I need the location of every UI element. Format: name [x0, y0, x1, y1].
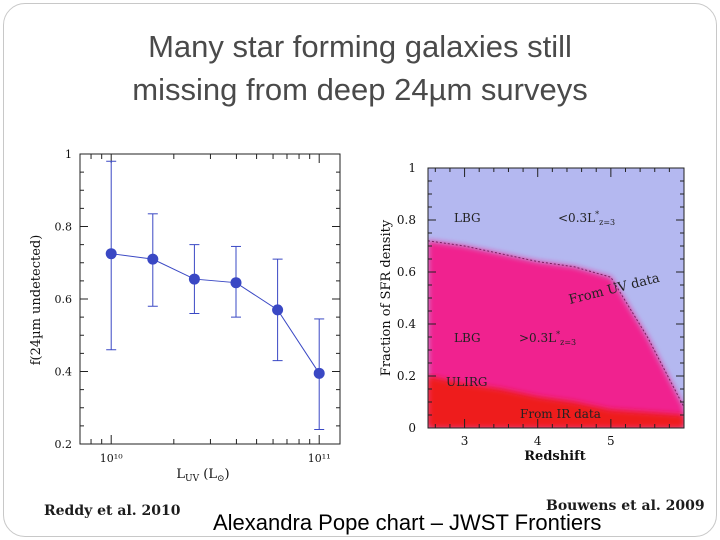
right-x-tick-label: 4 [534, 434, 542, 448]
left-series-line [111, 253, 320, 374]
plot-edge-mask [418, 168, 428, 429]
left-x-label: LUV (L⊙) [176, 467, 229, 484]
region-ulirg [428, 376, 684, 428]
left-data-point [105, 248, 117, 260]
slide-title-line1: Many star forming galaxies still [148, 29, 572, 64]
plot-edge-mask [684, 168, 695, 429]
left-y-tick-label: 0.2 [55, 438, 73, 451]
left-data-point [188, 273, 200, 285]
right-y-label: Fraction of SFR density [379, 219, 394, 376]
left-data-point [147, 253, 159, 265]
right-y-tick-label: 0 [408, 421, 416, 435]
right-x-tick-label: 3 [461, 434, 469, 448]
left-data-point [272, 304, 284, 316]
region-lbg-bright [428, 240, 684, 428]
left-y-tick-label: 0.6 [55, 293, 73, 306]
left-data-point [313, 367, 325, 379]
right-y-tick-label: 0.4 [397, 317, 416, 331]
left-x-tick-label: 10¹¹ [308, 452, 331, 465]
boundary-uv-line [427, 240, 685, 408]
left-y-tick-label: 0.8 [55, 221, 73, 234]
right-y-tick-label: 1 [408, 161, 416, 175]
annot-ulirg: ULIRG [446, 375, 487, 389]
annot-from-ir: From IR data [520, 407, 601, 421]
plot-edge-mask [418, 428, 694, 439]
credit-right: Bouwens et al. 2009 [546, 498, 705, 514]
footer-caption: Alexandra Pope chart – JWST Frontiers [213, 510, 602, 535]
credit-left: Reddy et al. 2010 [44, 503, 181, 519]
slide-title-line2: missing from deep 24µm surveys [132, 72, 588, 107]
left-y-label: f(24µm undetected) [29, 235, 44, 366]
left-y-tick-label: 0.4 [55, 366, 73, 379]
right-x-tick-label: 5 [607, 434, 615, 448]
right-y-tick-label: 0.8 [397, 213, 416, 227]
annot-lbg-bright: LBG [454, 331, 481, 345]
left-y-tick-label: 1 [65, 148, 72, 161]
right-y-tick-label: 0.2 [397, 369, 416, 383]
right-x-label: Redshift [524, 449, 585, 464]
annot-lbg-faint: LBG [454, 211, 481, 225]
right-y-tick-label: 0.6 [397, 265, 416, 279]
left-data-point [230, 277, 242, 289]
left-x-tick-label: 10¹⁰ [100, 452, 123, 465]
